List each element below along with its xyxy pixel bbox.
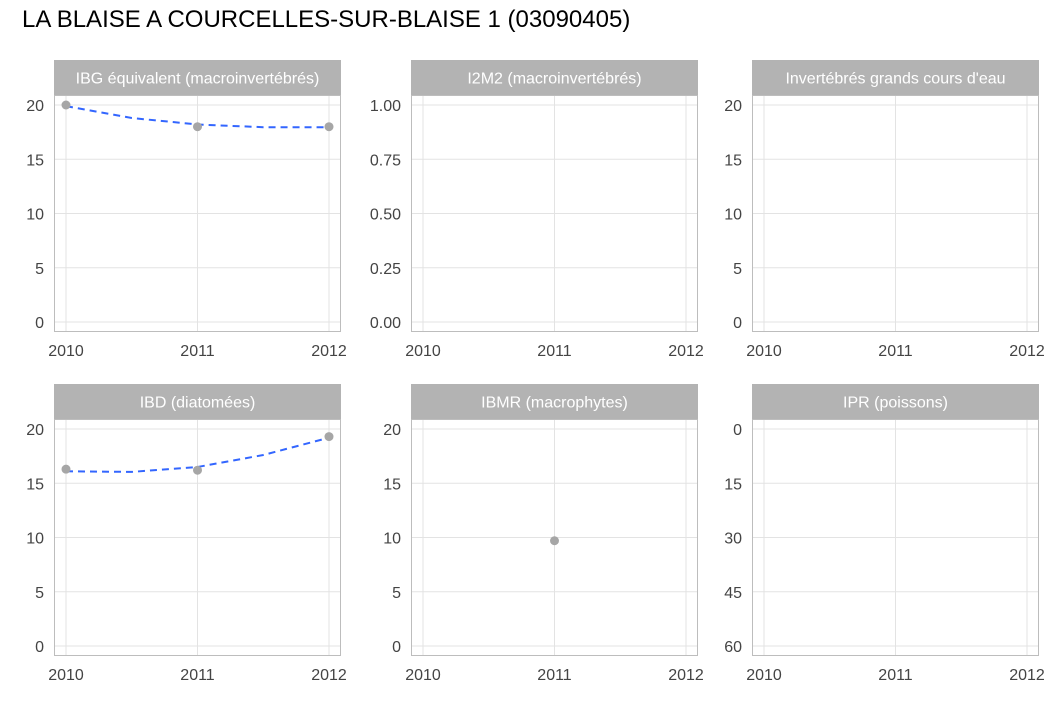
panel-border <box>411 95 698 332</box>
facet-title: Invertébrés grands cours d'eau <box>785 71 1005 88</box>
y-tick-label: 15 <box>724 476 742 493</box>
y-tick-label: 0 <box>733 422 742 439</box>
panel-border <box>752 95 1039 332</box>
y-tick-label: 20 <box>724 98 742 115</box>
x-tick-label: 2012 <box>311 343 347 360</box>
x-tick-label: 2010 <box>746 343 782 360</box>
y-tick-label: 0 <box>392 639 401 656</box>
y-tick-label: 60 <box>724 639 742 656</box>
facet-title: I2M2 (macroinvertébrés) <box>467 71 641 88</box>
x-tick-label: 2011 <box>537 667 572 684</box>
y-tick-label: 5 <box>35 261 44 278</box>
x-tick-label: 2011 <box>537 343 572 360</box>
y-tick-label: 20 <box>26 98 44 115</box>
y-tick-label: 0 <box>35 315 44 332</box>
y-tick-label: 15 <box>724 152 742 169</box>
x-tick-label: 2010 <box>405 667 441 684</box>
x-tick-label: 2010 <box>48 343 84 360</box>
y-tick-label: 1.00 <box>370 98 401 115</box>
y-tick-label: 0.00 <box>370 315 401 332</box>
y-tick-label: 0 <box>35 639 44 656</box>
facet-title: IBG équivalent (macroinvertébrés) <box>76 71 320 88</box>
x-tick-label: 2011 <box>180 343 215 360</box>
facet-strip <box>752 60 1039 95</box>
x-tick-label: 2011 <box>878 343 913 360</box>
panel-border <box>54 95 341 332</box>
facet-strip <box>54 384 341 419</box>
data-point <box>324 122 334 132</box>
data-point <box>324 432 334 442</box>
panel-border <box>752 419 1039 656</box>
y-tick-label: 15 <box>383 476 401 493</box>
y-tick-label: 45 <box>724 585 742 602</box>
trend-line <box>65 436 330 473</box>
panel-border <box>54 419 341 656</box>
x-tick-label: 2012 <box>1009 667 1045 684</box>
x-tick-label: 2012 <box>668 343 704 360</box>
x-tick-label: 2010 <box>405 343 441 360</box>
y-tick-label: 5 <box>392 585 401 602</box>
y-tick-label: 10 <box>383 531 401 548</box>
x-tick-label: 2010 <box>48 667 84 684</box>
data-point <box>193 122 202 132</box>
y-tick-label: 20 <box>26 422 44 439</box>
facet-title: IBD (diatomées) <box>140 395 256 412</box>
data-point <box>193 465 202 475</box>
y-tick-label: 0.25 <box>370 261 401 278</box>
y-tick-label: 0.50 <box>370 207 401 224</box>
y-tick-label: 5 <box>733 261 742 278</box>
facet-strip <box>411 384 698 419</box>
y-tick-label: 30 <box>724 531 742 548</box>
x-tick-label: 2012 <box>1009 343 1045 360</box>
x-tick-label: 2011 <box>180 667 215 684</box>
x-tick-label: 2012 <box>311 667 347 684</box>
facet-title: IBMR (macrophytes) <box>481 395 628 412</box>
data-point <box>550 536 559 546</box>
x-tick-label: 2010 <box>746 667 782 684</box>
y-tick-label: 15 <box>26 476 44 493</box>
data-point <box>61 100 71 110</box>
y-tick-label: 10 <box>724 207 742 224</box>
panel-border <box>411 419 698 656</box>
y-tick-label: 0.75 <box>370 152 401 169</box>
facet-strip <box>54 60 341 95</box>
facet-title: IPR (poissons) <box>843 395 948 412</box>
x-tick-label: 2012 <box>668 667 704 684</box>
facet-strip <box>411 60 698 95</box>
y-tick-label: 15 <box>26 152 44 169</box>
y-tick-label: 5 <box>35 585 44 602</box>
data-point <box>61 464 71 474</box>
chart-title: LA BLAISE A COURCELLES-SUR-BLAISE 1 (030… <box>22 6 631 33</box>
y-tick-label: 10 <box>26 531 44 548</box>
y-tick-label: 10 <box>26 207 44 224</box>
y-tick-label: 20 <box>383 422 401 439</box>
x-tick-label: 2011 <box>878 667 913 684</box>
y-tick-label: 0 <box>733 315 742 332</box>
facet-strip <box>752 384 1039 419</box>
